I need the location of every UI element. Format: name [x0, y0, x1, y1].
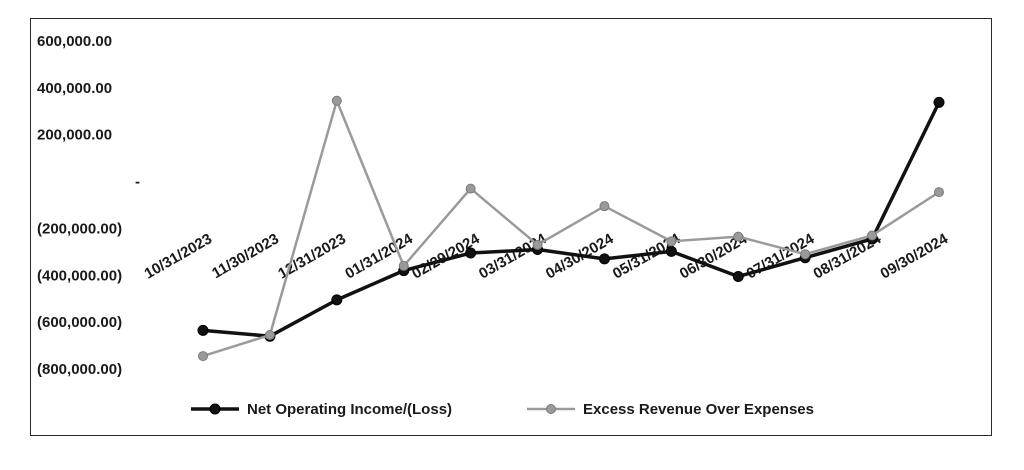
y-tick-label: 400,000.00 — [37, 80, 112, 97]
legend-swatch-marker — [546, 404, 556, 414]
data-point — [465, 183, 476, 194]
data-point — [465, 247, 477, 259]
chart-frame: 600,000.00 400,000.00 200,000.00 - (200,000.… — [30, 18, 992, 436]
y-tick-label: 600,000.00 — [37, 33, 112, 50]
data-point — [666, 236, 677, 247]
y-tick-label: (400,000.00) — [37, 267, 122, 284]
series-line — [202, 99, 940, 358]
data-point — [599, 201, 610, 212]
data-point — [867, 230, 878, 241]
x-axis: 10/31/202311/30/202312/31/202301/31/2024… — [141, 230, 951, 283]
legend: Net Operating Income/(Loss) Excess Revenu… — [191, 401, 814, 418]
x-tick-label: 11/30/2023 — [209, 230, 282, 282]
line-chart: 600,000.00 400,000.00 200,000.00 - (200,000.… — [37, 33, 952, 418]
y-tick-label: (800,000.00) — [37, 361, 122, 378]
data-point — [197, 324, 209, 336]
x-tick-label: 09/30/2024 — [877, 230, 951, 283]
y-tick-label: (600,000.00) — [37, 314, 122, 331]
series-line — [202, 101, 941, 338]
data-point — [331, 294, 343, 306]
y-tick-label: (200,000.00) — [37, 220, 122, 237]
legend-label: Excess Revenue Over Expenses — [583, 401, 814, 418]
legend-label: Net Operating Income/(Loss) — [247, 401, 452, 418]
data-point — [198, 351, 208, 362]
data-point — [732, 270, 744, 282]
data-point — [933, 96, 945, 108]
data-point — [665, 245, 677, 257]
y-axis: 600,000.00 400,000.00 200,000.00 - (200,000.… — [37, 33, 140, 378]
y-tick-label: 200,000.00 — [37, 127, 112, 144]
series-group — [197, 95, 945, 362]
data-point — [733, 231, 744, 242]
x-tick-label: 10/31/2023 — [141, 230, 215, 282]
data-point — [398, 260, 409, 271]
data-point — [331, 95, 342, 106]
x-tick-label: 03/31/2024 — [476, 230, 550, 283]
y-tick-label: - — [135, 174, 140, 191]
data-point — [532, 239, 543, 250]
legend-swatch-marker — [209, 403, 221, 415]
data-point — [264, 330, 275, 341]
data-point — [800, 249, 811, 260]
data-point — [598, 253, 610, 265]
data-point — [934, 187, 944, 198]
